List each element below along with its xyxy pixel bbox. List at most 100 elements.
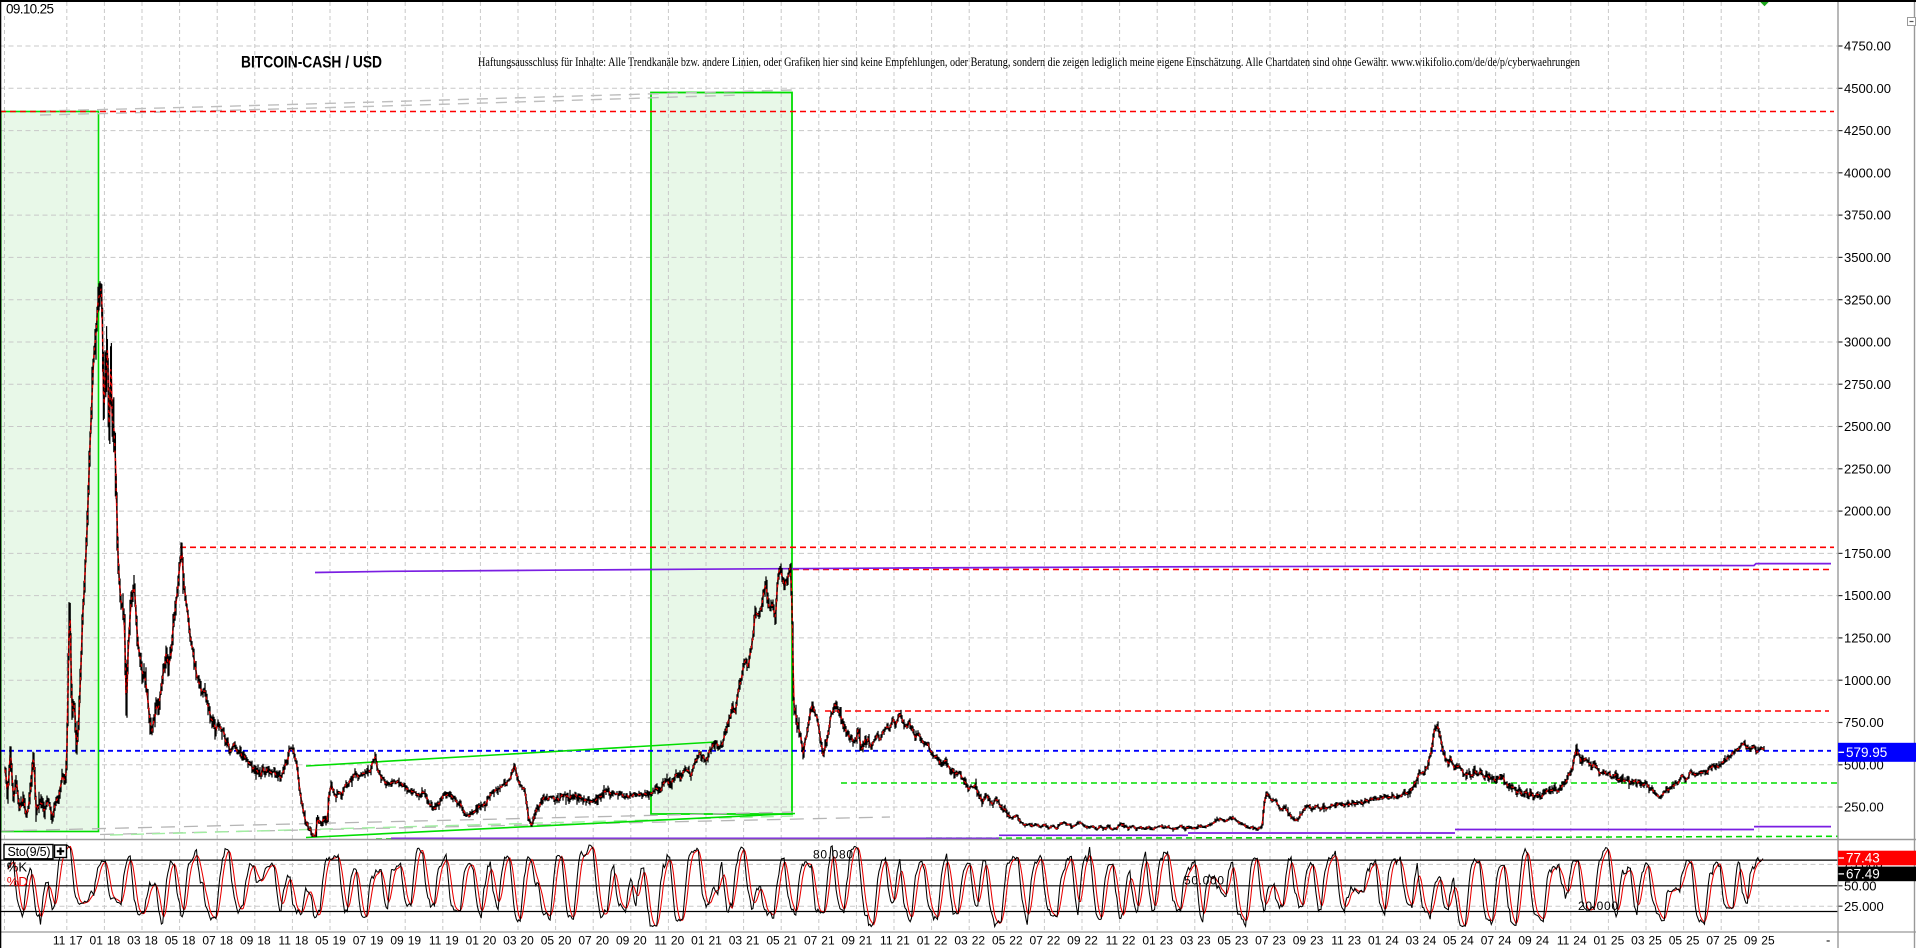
svg-text:25: 25	[1724, 934, 1738, 948]
svg-text:11: 11	[1557, 934, 1570, 948]
svg-text:25: 25	[1761, 934, 1775, 948]
svg-text:03: 03	[503, 934, 517, 948]
svg-text:2000.00: 2000.00	[1844, 504, 1891, 519]
svg-text:07: 07	[1255, 934, 1269, 948]
svg-text:11: 11	[1331, 934, 1344, 948]
svg-text:579.95: 579.95	[1846, 745, 1887, 760]
svg-text:20.000: 20.000	[1578, 899, 1618, 913]
svg-text:07: 07	[1706, 934, 1720, 948]
svg-text:07: 07	[1481, 934, 1495, 948]
svg-text:Sto(9/5): Sto(9/5)	[8, 845, 51, 859]
svg-text:2250.00: 2250.00	[1844, 461, 1891, 476]
svg-text:01: 01	[90, 934, 104, 948]
svg-text:01: 01	[1368, 934, 1382, 948]
svg-text:1000.00: 1000.00	[1844, 673, 1891, 688]
svg-text:05: 05	[315, 934, 329, 948]
svg-text:11: 11	[880, 934, 893, 948]
svg-text:03: 03	[1180, 934, 1194, 948]
svg-text:01: 01	[466, 934, 480, 948]
svg-text:1750.00: 1750.00	[1844, 546, 1891, 561]
svg-text:25: 25	[1686, 934, 1700, 948]
svg-text:50.00: 50.00	[1844, 878, 1877, 893]
svg-text:-: -	[1826, 933, 1830, 948]
svg-text:22: 22	[934, 934, 948, 948]
svg-text:750.00: 750.00	[1844, 715, 1884, 730]
svg-text:24: 24	[1385, 934, 1399, 948]
svg-text:03: 03	[1631, 934, 1645, 948]
svg-text:18: 18	[182, 934, 196, 948]
svg-text:22: 22	[1047, 934, 1061, 948]
svg-text:23: 23	[1197, 934, 1211, 948]
svg-text:03: 03	[954, 934, 968, 948]
svg-text:05: 05	[541, 934, 555, 948]
svg-text:01: 01	[1142, 934, 1156, 948]
svg-text:25: 25	[1611, 934, 1625, 948]
svg-text:01: 01	[917, 934, 931, 948]
svg-text:67.49: 67.49	[1846, 867, 1880, 882]
svg-text:09: 09	[240, 934, 254, 948]
svg-text:22: 22	[1122, 934, 1136, 948]
svg-text:07: 07	[578, 934, 592, 948]
svg-text:4500.00: 4500.00	[1844, 81, 1891, 96]
svg-text:17: 17	[69, 934, 83, 948]
svg-text:09.10.25: 09.10.25	[6, 1, 54, 16]
svg-text:25.000: 25.000	[1844, 899, 1884, 914]
svg-text:18: 18	[257, 934, 271, 948]
svg-text:24: 24	[1461, 934, 1475, 948]
svg-text:3000.00: 3000.00	[1844, 335, 1891, 350]
svg-text:01: 01	[691, 934, 705, 948]
svg-text:23: 23	[1310, 934, 1324, 948]
svg-text:05: 05	[992, 934, 1006, 948]
svg-text:19: 19	[333, 934, 347, 948]
svg-text:09: 09	[390, 934, 404, 948]
svg-text:22: 22	[1009, 934, 1023, 948]
svg-text:11: 11	[1106, 934, 1119, 948]
svg-text:11: 11	[654, 934, 667, 948]
svg-text:2750.00: 2750.00	[1844, 377, 1891, 392]
svg-text:50.000: 50.000	[1184, 873, 1224, 887]
svg-text:09: 09	[1744, 934, 1758, 948]
svg-text:07: 07	[1030, 934, 1044, 948]
svg-text:20: 20	[483, 934, 497, 948]
svg-text:18: 18	[145, 934, 159, 948]
svg-text:23: 23	[1273, 934, 1287, 948]
svg-text:2500.00: 2500.00	[1844, 419, 1891, 434]
svg-text:20: 20	[521, 934, 535, 948]
svg-text:18: 18	[295, 934, 309, 948]
svg-text:05: 05	[1218, 934, 1232, 948]
svg-text:3500.00: 3500.00	[1844, 250, 1891, 265]
svg-text:07: 07	[353, 934, 367, 948]
svg-text:05: 05	[1443, 934, 1457, 948]
svg-text:09: 09	[842, 934, 856, 948]
svg-text:09: 09	[1067, 934, 1081, 948]
svg-text:11: 11	[429, 934, 442, 948]
svg-text:24: 24	[1536, 934, 1550, 948]
svg-text:05: 05	[165, 934, 179, 948]
svg-text:23: 23	[1235, 934, 1249, 948]
svg-text:18: 18	[220, 934, 234, 948]
svg-text:1250.00: 1250.00	[1844, 631, 1891, 646]
svg-text:77.43: 77.43	[1846, 851, 1880, 866]
svg-text:%K: %K	[7, 860, 28, 875]
svg-text:4250.00: 4250.00	[1844, 123, 1891, 138]
svg-text:3250.00: 3250.00	[1844, 292, 1891, 307]
svg-text:11: 11	[278, 934, 291, 948]
svg-text:03: 03	[1406, 934, 1420, 948]
svg-text:07: 07	[804, 934, 818, 948]
svg-text:4000.00: 4000.00	[1844, 165, 1891, 180]
svg-text:21: 21	[859, 934, 873, 948]
svg-text:01: 01	[1594, 934, 1608, 948]
svg-text:24: 24	[1573, 934, 1587, 948]
svg-text:18: 18	[107, 934, 121, 948]
svg-text:3750.00: 3750.00	[1844, 208, 1891, 223]
svg-text:%D: %D	[7, 874, 28, 889]
svg-text:19: 19	[408, 934, 422, 948]
svg-text:23: 23	[1160, 934, 1174, 948]
svg-text:250.00: 250.00	[1844, 800, 1884, 815]
svg-text:19: 19	[370, 934, 384, 948]
svg-text:23: 23	[1348, 934, 1362, 948]
svg-text:05: 05	[1669, 934, 1683, 948]
svg-text:BITCOIN-CASH / USD: BITCOIN-CASH / USD	[241, 54, 382, 72]
svg-text:20: 20	[633, 934, 647, 948]
svg-text:07: 07	[202, 934, 216, 948]
